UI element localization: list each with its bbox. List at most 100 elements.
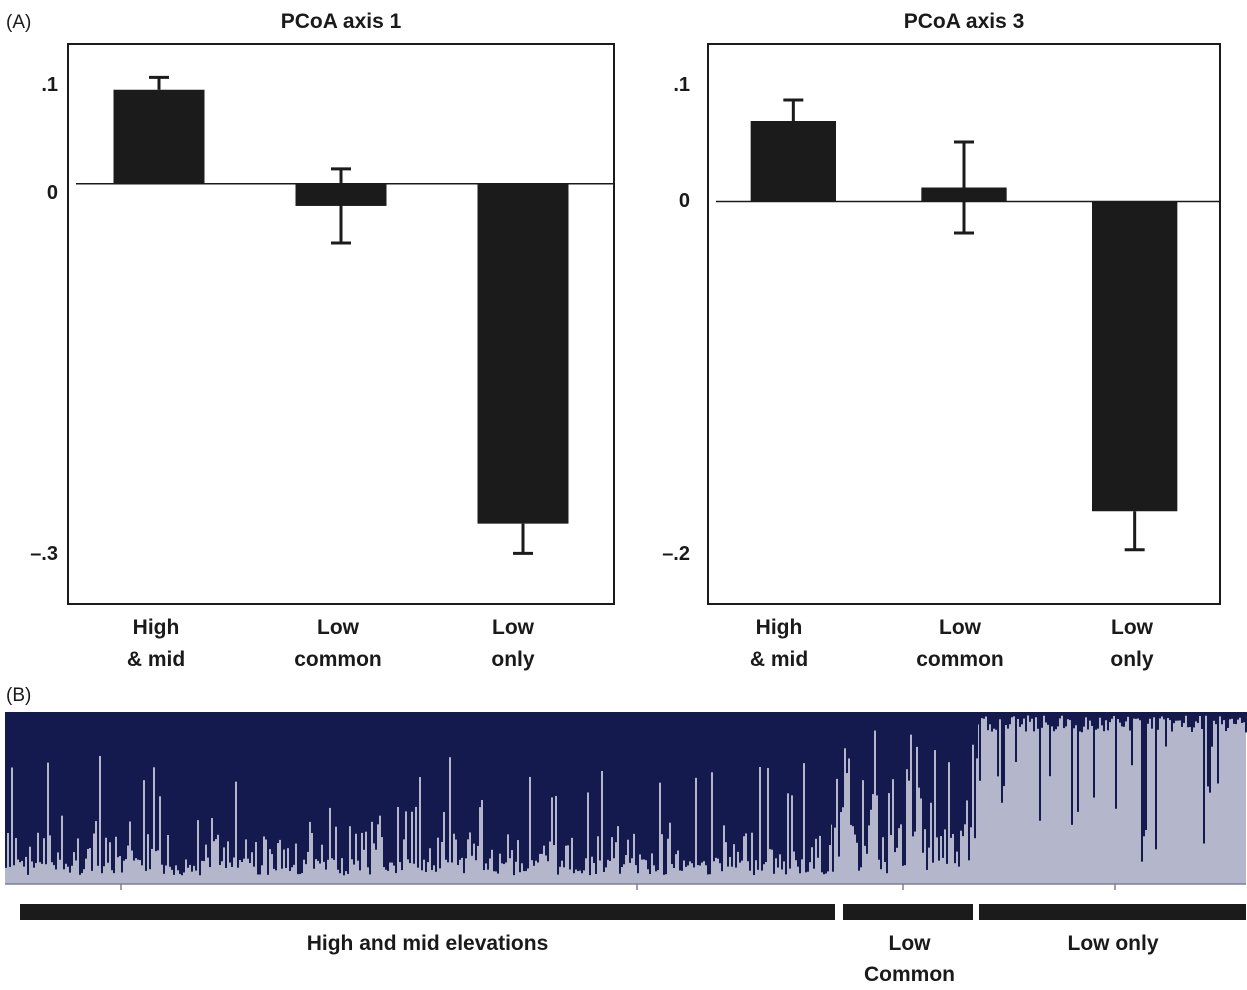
structure-individual [930,712,932,803]
structure-individual [1001,712,1003,803]
structure-individual [43,712,45,839]
structure-individual [1005,712,1007,726]
structure-individual [1163,712,1165,720]
structure-individual [51,712,53,863]
structure-individual [429,712,431,849]
chart1-ytick-bottom: –.3 [30,543,58,565]
structure-individual [299,712,301,875]
structure-individual [155,712,157,852]
structure-individual [1019,712,1021,727]
structure-individual [1153,712,1155,718]
structure-individual [1183,712,1185,723]
structure-individual [291,712,293,868]
structure-individual [545,712,547,856]
structure-individual [1191,712,1193,732]
structure-individual [309,712,311,822]
structure-individual [1013,712,1015,717]
structure-individual [393,712,395,866]
structure-individual [783,712,785,862]
structure-individual [912,712,914,837]
structure-individual [331,712,333,859]
structure-individual [611,712,613,838]
structure-individual [922,712,924,853]
structure-individual [341,712,343,859]
structure-individual [693,712,695,868]
structure-individual [703,712,705,862]
structure-individual [593,712,595,863]
structure-individual [817,712,819,858]
structure-individual [1175,712,1177,721]
structure-individual [966,712,968,801]
structure-individual [399,712,401,863]
structure-individual [862,712,864,781]
structure-individual [99,712,101,756]
structure-individual [1197,712,1199,724]
structure-individual [457,712,459,866]
structure-individual [659,712,661,783]
structure-individual [201,712,203,861]
structure-individual [263,712,265,837]
structure-individual [121,712,123,873]
structure-individual [864,712,866,846]
structure-individual [1123,712,1125,727]
chart1-category-label: Low only [491,616,535,671]
structure-individual [549,712,551,842]
structure-individual [21,712,23,861]
structure-individual [195,712,197,871]
structure-individual [960,712,962,831]
structure-individual [237,712,239,868]
structure-individual [663,712,665,875]
structure-individual [479,712,481,808]
structure-individual [467,712,469,840]
structure-individual [167,712,169,836]
structure-individual [934,712,936,751]
structure-individual [583,712,585,871]
structure-individual [729,712,731,858]
structure-individual [601,712,603,771]
structure-individual [87,712,89,849]
structure-individual [1159,712,1161,719]
structure-individual [1077,712,1079,812]
structure-individual [1021,712,1023,725]
structure-individual [537,712,539,863]
structure-individual [241,712,243,863]
structure-individual [243,712,245,859]
structure-individual [91,712,93,871]
structure-individual [507,712,509,835]
structure-individual [69,712,71,873]
structure-individual [495,712,497,872]
structure-individual [888,712,890,794]
structure-individual [997,712,999,777]
chart1-plot [67,43,615,605]
structure-individual [281,712,283,869]
structure-individual [515,712,517,862]
structure-individual [983,712,985,719]
structure-individual [751,712,753,833]
structure-individual [1207,712,1209,787]
structure-individual [651,712,653,854]
structure-individual [1169,712,1171,721]
chart2-category-label: Low only [1110,616,1154,671]
structure-individual [279,712,281,840]
structure-individual [239,712,241,861]
structure-individual [95,712,97,822]
structure-individual [625,712,627,856]
structure-individual [936,712,938,838]
structure-individual [181,712,183,876]
structure-individual [856,712,858,843]
structure-individual [353,712,355,865]
structure-individual [219,712,221,866]
structure-individual [916,712,918,747]
structure-individual [185,712,187,860]
structure-individual [1051,712,1053,727]
structure-individual [485,712,487,864]
structure-individual [547,712,549,862]
structure-individual [1229,712,1231,720]
structure-individual [979,712,981,781]
structure-individual [569,712,571,870]
group-bar [979,904,1246,920]
structure-individual [1129,712,1131,731]
structure-individual [1203,712,1205,844]
structure-individual [1043,712,1045,716]
structure-individual [349,712,351,827]
